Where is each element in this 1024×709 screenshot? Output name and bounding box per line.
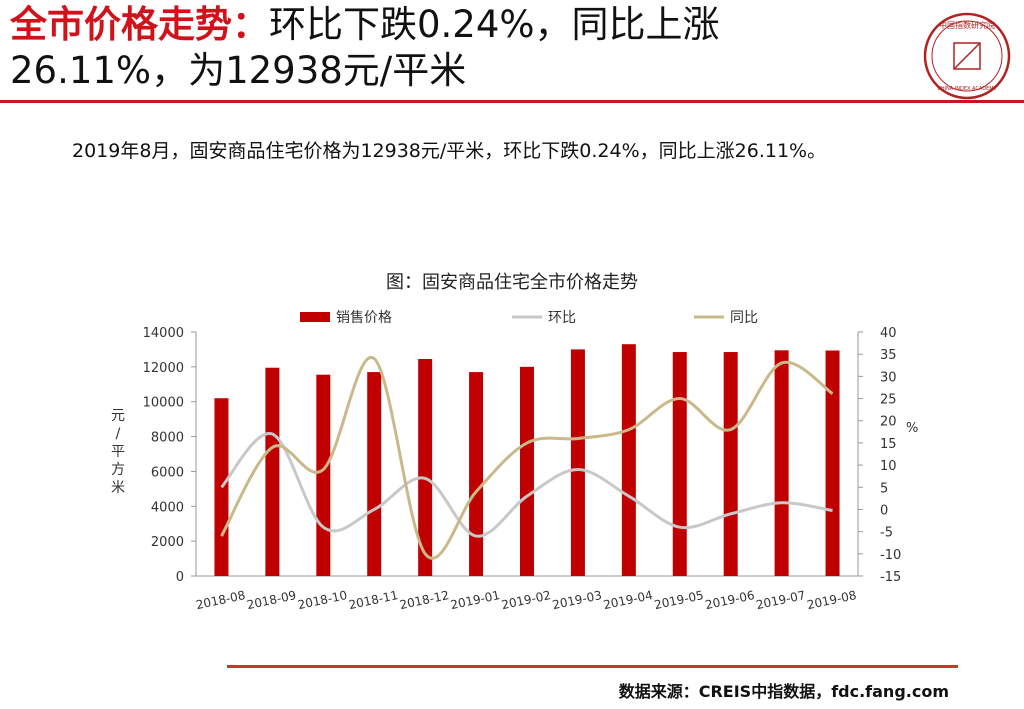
x-tick-label: 2019-02 <box>500 588 552 612</box>
right-tick-label: -5 <box>880 526 893 541</box>
left-tick-label: 0 <box>176 570 184 585</box>
x-tick-label: 2019-04 <box>602 588 654 612</box>
right-tick-label: 10 <box>880 459 897 474</box>
left-axis-label-char: 米 <box>111 480 125 496</box>
bar-sales-price <box>520 366 534 576</box>
right-tick-label: 35 <box>880 348 897 363</box>
left-tick-label: 2000 <box>151 535 184 550</box>
left-axis-label-char: / <box>116 426 121 442</box>
bar-sales-price <box>570 349 585 576</box>
chart-title: 图：固安商品住宅全市价格走势 <box>386 272 638 293</box>
bar-sales-price <box>316 374 331 576</box>
bar-sales-price <box>723 352 738 576</box>
right-tick-label: -10 <box>880 548 901 563</box>
page-title: 全市价格走势：环比下跌0.24%，同比上涨 26.11%，为12938元/平米 <box>10 2 910 94</box>
bar-sales-price <box>265 367 280 576</box>
left-tick-label: 8000 <box>151 431 184 446</box>
x-tick-label: 2018-12 <box>398 588 450 612</box>
left-tick-label: 6000 <box>151 465 184 480</box>
summary-text: 2019年8月，固安商品住宅价格为12938元/平米，环比下跌0.24%，同比上… <box>72 140 827 162</box>
x-tick-label: 2019-07 <box>755 588 807 612</box>
x-tick-label: 2019-08 <box>806 588 858 612</box>
left-tick-label: 14000 <box>143 326 184 341</box>
title-divider <box>0 100 1024 103</box>
x-tick-label: 2018-08 <box>195 588 247 612</box>
svg-text:中国指数研究院: 中国指数研究院 <box>939 20 995 30</box>
right-axis-label: % <box>906 421 918 436</box>
page-title-line2: 26.11%，为12938元/平米 <box>10 49 467 92</box>
bar-sales-price <box>367 372 382 576</box>
line-mom-change <box>220 432 833 538</box>
left-tick-label: 4000 <box>151 500 184 515</box>
svg-text:CHINA INDEX ACADEMY: CHINA INDEX ACADEMY <box>937 86 997 92</box>
right-tick-label: 25 <box>880 393 897 408</box>
bar-sales-price <box>621 344 636 576</box>
left-tick-label: 10000 <box>143 396 184 411</box>
page-title-line1: 环比下跌0.24%，同比上涨 <box>269 3 720 46</box>
right-tick-label: 40 <box>880 326 897 341</box>
x-tick-label: 2018-09 <box>246 588 298 612</box>
legend-label: 同比 <box>730 310 758 326</box>
right-tick-label: 30 <box>880 370 897 385</box>
bar-sales-price <box>825 350 840 576</box>
right-tick-label: 20 <box>880 415 897 430</box>
bar-sales-price <box>418 359 433 576</box>
bar-sales-price <box>672 352 687 576</box>
bar-sales-price <box>774 350 789 576</box>
right-tick-label: 5 <box>880 481 888 496</box>
data-source: 数据来源：CREIS中指数据，fdc.fang.com <box>618 682 949 701</box>
left-axis-label-char: 方 <box>111 462 125 478</box>
x-tick-label: 2019-06 <box>704 588 756 612</box>
x-tick-label: 2019-05 <box>653 588 705 612</box>
legend-swatch-bar <box>300 312 330 322</box>
right-tick-label: -15 <box>880 570 901 585</box>
left-tick-label: 12000 <box>143 361 184 376</box>
right-tick-label: 0 <box>880 503 888 518</box>
x-tick-label: 2018-10 <box>296 588 348 612</box>
left-axis-label-char: 平 <box>111 444 125 460</box>
legend-label: 环比 <box>548 310 576 326</box>
x-tick-label: 2019-01 <box>449 588 501 612</box>
legend-label: 销售价格 <box>336 310 392 326</box>
x-tick-label: 2018-11 <box>347 588 399 612</box>
footer-divider <box>227 665 958 668</box>
bar-sales-price <box>469 372 484 576</box>
left-axis-label-char: 元 <box>111 408 125 424</box>
line-yoy-change <box>220 355 834 560</box>
page-title-highlight: 全市价格走势： <box>10 3 269 46</box>
x-tick-label: 2019-03 <box>551 588 603 612</box>
right-tick-label: 15 <box>880 437 897 452</box>
china-index-academy-logo: 中国指数研究院 CHINA INDEX ACADEMY <box>923 12 1011 100</box>
